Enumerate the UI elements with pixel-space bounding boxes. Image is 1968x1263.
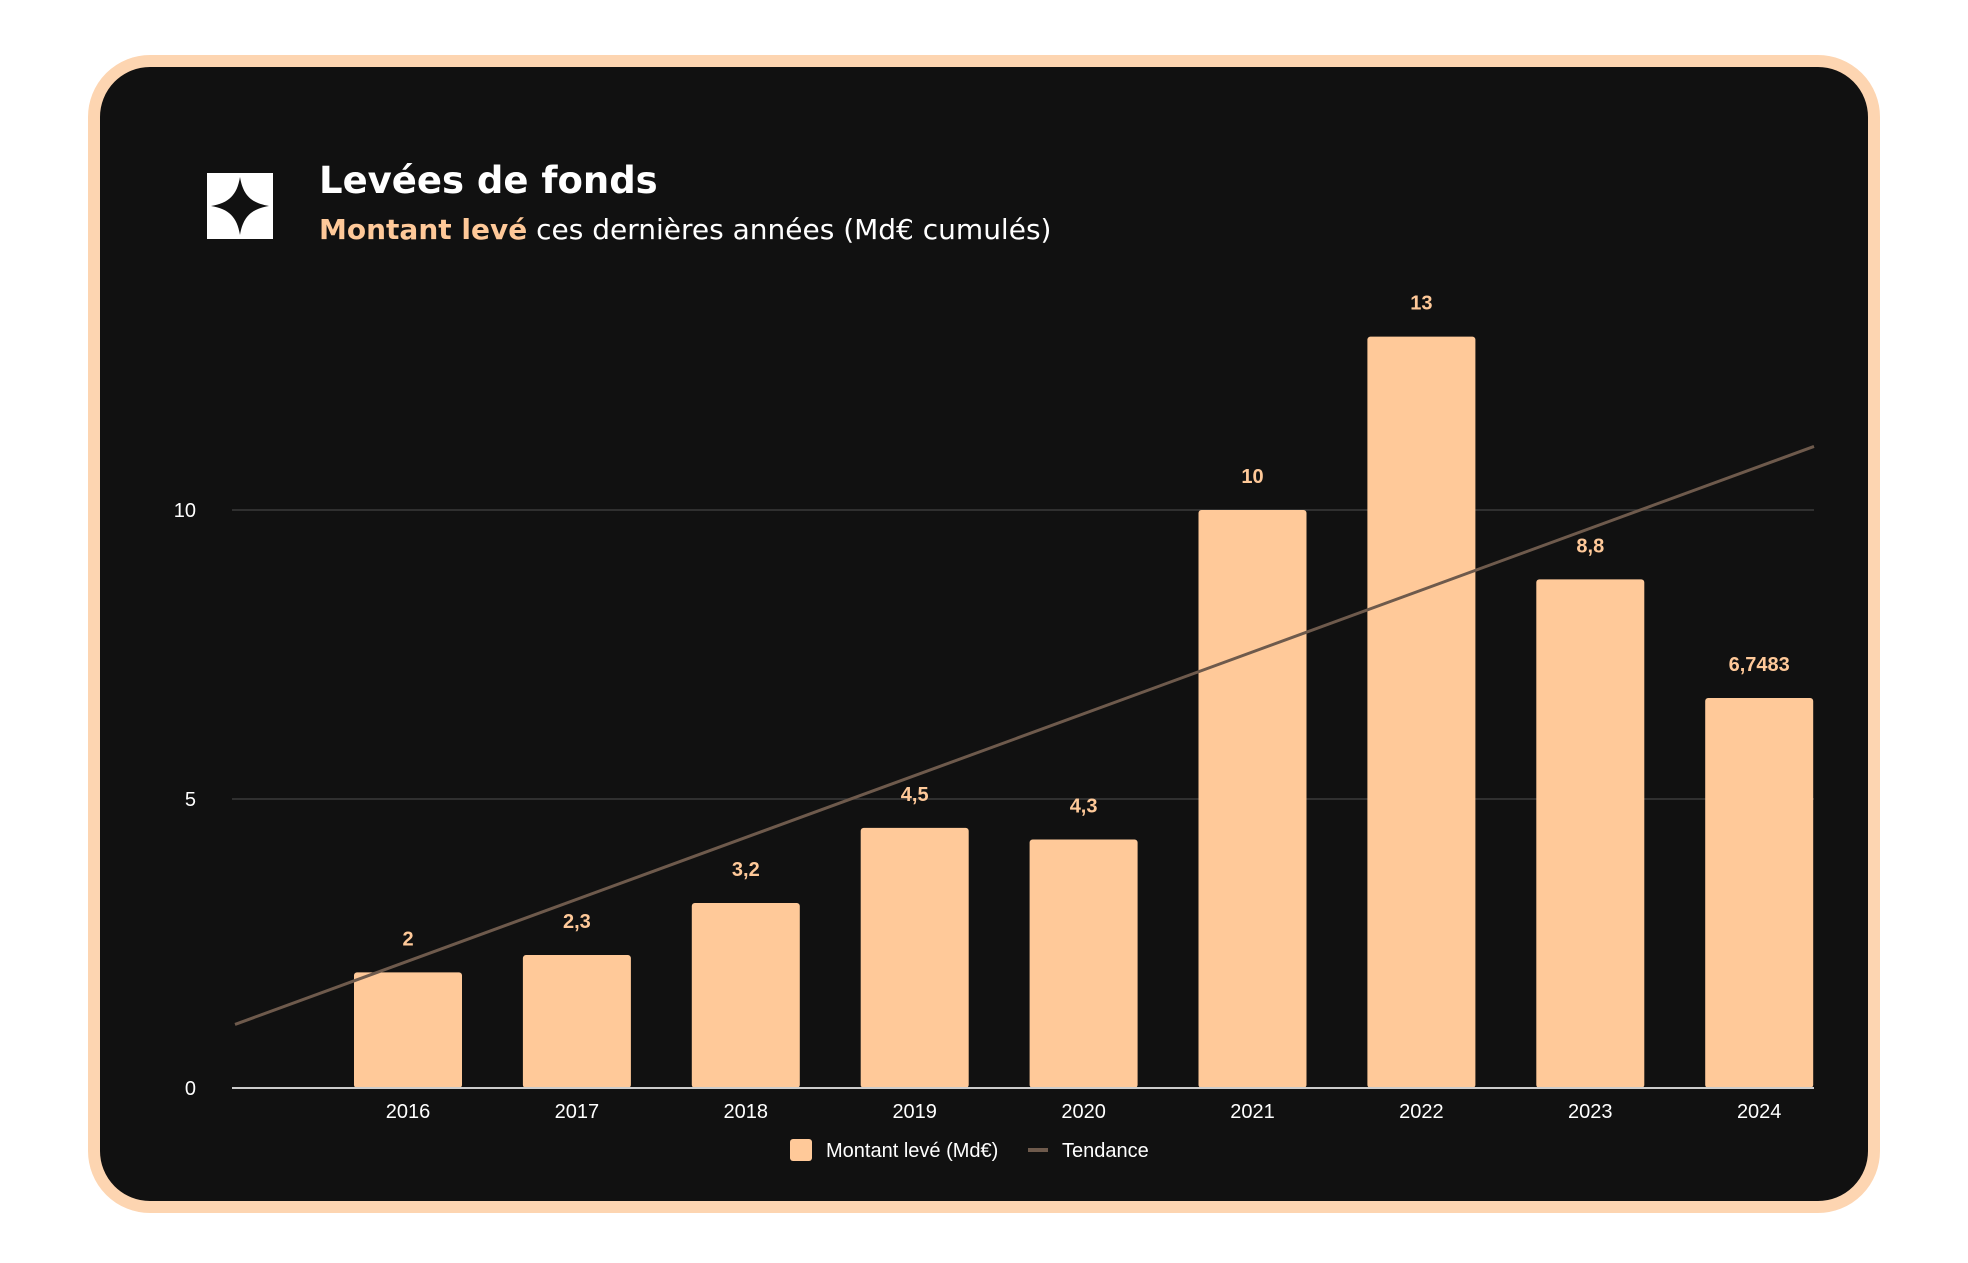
bar-chart: 2 2,3 3,2 4,5 4,3 10 13 8,8 6,7483 0 5 10 2016 2017 2…: [174, 293, 1815, 1162]
data-labels: 2 2,3 3,2 4,5 4,3 10 13 8,8 6,7483: [402, 293, 1789, 951]
x-tick-label: 2016: [386, 1101, 431, 1123]
bar: [860, 827, 969, 1088]
x-tick-label: 2022: [1399, 1101, 1444, 1123]
data-label: 4,3: [1070, 795, 1098, 817]
data-label: 10: [1241, 466, 1263, 488]
data-label: 4,5: [901, 784, 929, 806]
bar: [1198, 510, 1307, 1088]
legend-label-bar: Montant levé (Md€): [826, 1140, 998, 1162]
x-tick-label: 2020: [1061, 1101, 1106, 1123]
bar: [1536, 579, 1645, 1088]
chart-card: Levées de fonds Montant levé ces dernièr…: [88, 55, 1880, 1213]
legend-label-trend: Tendance: [1062, 1140, 1149, 1162]
four-point-star-icon: [207, 173, 273, 239]
x-tick-label: 2023: [1568, 1101, 1613, 1123]
data-label: 8,8: [1576, 535, 1604, 557]
legend: Montant levé (Md€) Tendance: [790, 1139, 1149, 1162]
bar: [522, 955, 631, 1088]
y-tick-label: 0: [185, 1078, 196, 1100]
x-tick-label: 2024: [1737, 1101, 1782, 1123]
x-tick-label: 2019: [892, 1101, 937, 1123]
legend-swatch-bar: [790, 1139, 812, 1161]
data-label: 3,2: [732, 859, 760, 881]
x-tick-label: 2017: [555, 1101, 600, 1123]
x-tick-label: 2021: [1230, 1101, 1275, 1123]
subtitle-rest: ces dernières années (Md€ cumulés): [527, 213, 1052, 246]
bar: [691, 903, 800, 1088]
bar: [354, 972, 462, 1088]
data-label: 2: [402, 928, 413, 950]
bar: [1367, 336, 1476, 1089]
trend-line: [234, 445, 1815, 1026]
axes: 0 5 10 2016 2017 2018 2019 2020 2021 2022 2023 2024: [174, 500, 1814, 1123]
chart-subtitle: Montant levé ces dernières années (Md€ c…: [319, 213, 1051, 246]
subtitle-accent: Montant levé: [319, 213, 528, 246]
x-tick-label: 2018: [724, 1101, 769, 1123]
trendline: [234, 445, 1815, 1026]
bars: [354, 336, 1814, 1089]
bar: [1029, 839, 1138, 1088]
data-label: 13: [1410, 293, 1432, 315]
chart-title: Levées de fonds: [319, 159, 658, 202]
y-tick-label: 10: [174, 500, 196, 522]
data-label: 2,3: [563, 911, 591, 933]
bar: [1705, 697, 1814, 1088]
data-label: 6,7483: [1729, 654, 1790, 676]
y-tick-label: 5: [185, 789, 196, 811]
